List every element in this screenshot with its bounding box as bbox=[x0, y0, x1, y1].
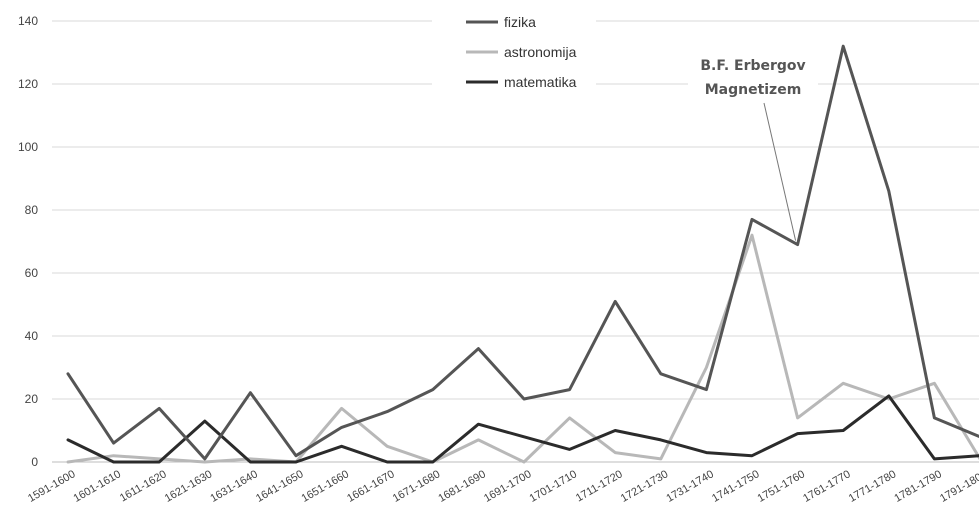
x-tick-label: 1631-1640 bbox=[208, 468, 260, 505]
y-tick-label: 20 bbox=[25, 392, 39, 406]
annotation-background bbox=[688, 53, 818, 99]
x-tick-label: 1731-1740 bbox=[664, 468, 716, 505]
series-lines bbox=[66, 44, 979, 464]
x-tick-label: 1781-1790 bbox=[892, 468, 944, 505]
series-line-fizika bbox=[66, 44, 979, 461]
x-tick-label: 1691-1700 bbox=[482, 468, 534, 505]
series-line-astronomija bbox=[66, 233, 979, 464]
x-tick-label: 1601-1610 bbox=[72, 468, 124, 505]
x-tick-label: 1671-1680 bbox=[391, 468, 443, 505]
x-tick-label: 1741-1750 bbox=[710, 468, 762, 505]
x-tick-label: 1681-1690 bbox=[436, 468, 488, 505]
legend-background bbox=[432, 6, 596, 100]
x-tick-label: 1591-1600 bbox=[26, 468, 78, 505]
y-tick-label: 60 bbox=[25, 266, 39, 280]
y-axis-ticks: 0 20 40 60 80 100 120 140 bbox=[18, 14, 38, 469]
x-tick-label: 1751-1760 bbox=[756, 468, 808, 505]
annotation-pointer bbox=[763, 102, 797, 241]
y-tick-label: 100 bbox=[18, 140, 38, 154]
series-line-matematika bbox=[66, 394, 979, 464]
x-tick-label: 1641-1650 bbox=[254, 468, 306, 505]
x-axis-ticks: 1591-16001601-16101611-16201621-16301631… bbox=[26, 468, 979, 505]
y-tick-label: 0 bbox=[31, 455, 38, 469]
y-tick-label: 140 bbox=[18, 14, 38, 28]
y-tick-label: 40 bbox=[25, 329, 39, 343]
x-tick-label: 1771-1780 bbox=[847, 468, 899, 505]
x-tick-label: 1721-1730 bbox=[619, 468, 671, 505]
annotation-line-2: Magnetizem bbox=[705, 82, 802, 98]
x-tick-label: 1791-1800 bbox=[938, 468, 979, 505]
x-tick-label: 1761-1770 bbox=[801, 468, 853, 505]
legend: fizika astronomija matematika bbox=[432, 6, 596, 100]
x-tick-label: 1651-1660 bbox=[300, 468, 352, 505]
gridlines bbox=[52, 20, 979, 463]
legend-label-astronomija: astronomija bbox=[504, 44, 577, 60]
legend-label-fizika: fizika bbox=[504, 14, 536, 30]
x-tick-label: 1701-1710 bbox=[528, 468, 580, 505]
x-tick-label: 1621-1630 bbox=[163, 468, 215, 505]
x-tick-label: 1711-1720 bbox=[574, 468, 625, 504]
annotation-line-1: B.F. Erbergov bbox=[700, 58, 805, 74]
annotation: B.F. Erbergov Magnetizem bbox=[688, 53, 818, 241]
y-tick-label: 80 bbox=[25, 203, 39, 217]
x-tick-label: 1611-1620 bbox=[118, 468, 169, 504]
y-tick-label: 120 bbox=[18, 77, 38, 91]
legend-label-matematika: matematika bbox=[504, 74, 577, 90]
x-tick-label: 1661-1670 bbox=[345, 468, 397, 505]
